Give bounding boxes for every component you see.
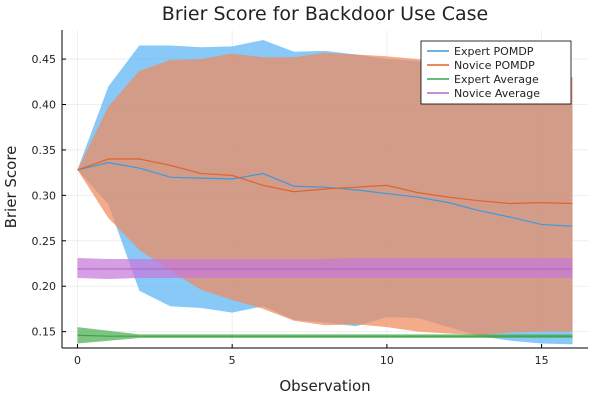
line-expert-average — [77, 334, 573, 337]
y-tick-label-3: 0.30 — [32, 189, 57, 202]
legend-label-2: Expert Average — [454, 73, 539, 86]
y-tick-label-6: 0.45 — [32, 53, 57, 66]
plot-area: 0 5 10 15 0.15 0.20 0.25 0.30 0.35 0.40 0.45 Expert… — [32, 30, 588, 367]
band-expert-average — [77, 327, 573, 344]
line-expert-pomdp — [77, 162, 573, 227]
x-axis-label: Observation — [279, 377, 370, 395]
y-tick-label-2: 0.25 — [32, 235, 57, 248]
x-tick-label-2: 10 — [380, 354, 394, 367]
y-tick-label-0: 0.15 — [32, 326, 57, 339]
legend-label-0: Expert POMDP — [454, 45, 534, 58]
x-tick-label-3: 15 — [535, 354, 549, 367]
x-tick-label-1: 5 — [229, 354, 236, 367]
y-tick-label-5: 0.40 — [32, 99, 57, 112]
legend-label-3: Novice Average — [454, 87, 540, 100]
chart-title: Brier Score for Backdoor Use Case — [162, 3, 488, 25]
y-tick-label-1: 0.20 — [32, 280, 57, 293]
x-tick-label-0: 0 — [74, 354, 81, 367]
legend-label-1: Novice POMDP — [454, 59, 535, 72]
y-tick-label-4: 0.35 — [32, 144, 57, 157]
y-axis-label: Brier Score — [2, 146, 20, 229]
line-novice-pomdp — [77, 158, 573, 205]
